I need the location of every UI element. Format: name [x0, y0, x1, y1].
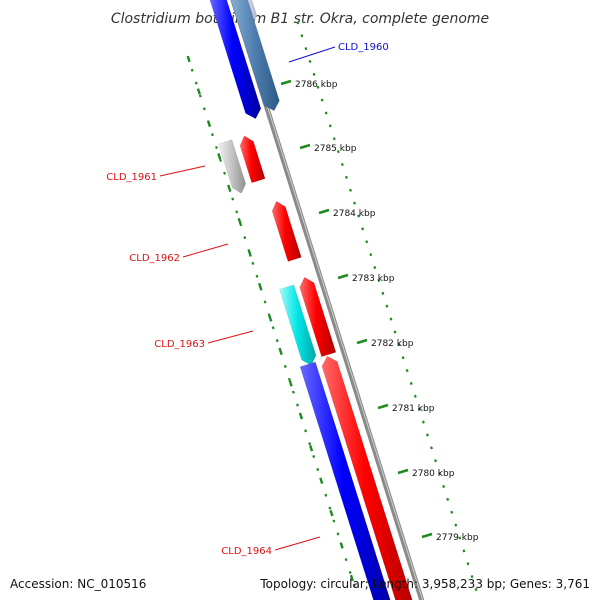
- cds-arrow-steel-1[interactable]: [228, 0, 280, 112]
- accession-text: Accession: NC_010516: [10, 577, 147, 591]
- scale-tick-label: 2785 kbp: [314, 144, 357, 154]
- cds-arrow-forward-4[interactable]: [321, 355, 417, 600]
- scale-major-tick-left: [207, 120, 212, 128]
- scale-tick-label: 2779 kbp: [436, 533, 479, 543]
- scale-major-tick: [337, 273, 349, 280]
- cds-arrow-gray-1[interactable]: [218, 139, 246, 194]
- scale-major-tick: [356, 338, 368, 345]
- scale-major-tick-left: [309, 445, 314, 452]
- genome-summary-text: Topology: circular; Length: 3,958,233 bp…: [260, 577, 590, 591]
- map-title: Clostridium botulinum B1 str. Okra, comp…: [111, 11, 489, 27]
- scale-major-tick: [397, 468, 409, 475]
- scale-tick-label: 2786 kbp: [295, 80, 338, 90]
- feature-layer: [209, 0, 425, 600]
- gene-label-leader: [274, 536, 321, 551]
- scale-major-tick-left: [268, 315, 273, 322]
- scale-major-tick-left: [227, 185, 232, 192]
- gene-labels: CLD_1960 CLD_1961 CLD_1962 CLD_1963 CLD_1964: [106, 42, 388, 557]
- scale-major-tick-left: [329, 509, 334, 517]
- scale-major-tick: [280, 79, 292, 86]
- gene-label-leader: [288, 46, 336, 63]
- scale-major-tick-left: [186, 55, 191, 63]
- gene-label[interactable]: CLD_1961: [106, 172, 157, 183]
- gene-label-leader: [159, 165, 206, 177]
- scale-major-tick: [299, 143, 311, 150]
- scale-major-tick: [318, 208, 330, 215]
- scale-major-tick-left: [237, 217, 242, 225]
- scale-tick-label: 2783 kbp: [352, 274, 395, 284]
- cds-arrow-reverse-1[interactable]: [209, 0, 262, 120]
- scale-dots-right: [296, 21, 478, 592]
- cds-arrow-forward-2[interactable]: [271, 200, 302, 262]
- scale-major-tick-left: [278, 347, 283, 355]
- gene-label-leader: [207, 330, 254, 344]
- cds-arrow-forward-1[interactable]: [239, 135, 266, 184]
- scale-major-tick-left: [247, 250, 252, 257]
- scale-major-tick-left: [339, 542, 344, 549]
- scale-major-tick-left: [258, 282, 263, 290]
- scale-major-tick-left: [298, 412, 303, 420]
- scale-major-tick: [377, 403, 389, 410]
- scale-tick-label: 2782 kbp: [371, 339, 414, 349]
- scale-major-tick-left: [319, 477, 324, 484]
- gene-label[interactable]: CLD_1962: [129, 253, 180, 264]
- scale-major-tick-left: [349, 574, 354, 582]
- scale-tick-label: 2781 kbp: [392, 404, 435, 414]
- scale-tick-label: 2784 kbp: [333, 209, 376, 219]
- gene-label[interactable]: CLD_1960: [338, 42, 389, 53]
- scale-tick-label: 2780 kbp: [412, 469, 455, 479]
- scale-major-tick-left: [196, 88, 201, 95]
- gene-label[interactable]: CLD_1963: [154, 339, 205, 350]
- gene-label-leader: [182, 243, 229, 258]
- cds-arrow-reverse-2[interactable]: [299, 361, 394, 600]
- cds-arrow-forward-3[interactable]: [299, 276, 337, 358]
- scale-major-tick-left: [288, 380, 293, 387]
- scale-major-tick: [421, 532, 433, 539]
- scale-major-tick-left: [217, 153, 222, 160]
- cds-arrow-cyan-1[interactable]: [279, 284, 317, 366]
- scale-ticks: 2786 kbp 2785 kbp 2784 kbp 2783 kbp 2782 kbp…: [186, 21, 479, 592]
- gene-label[interactable]: CLD_1964: [221, 546, 272, 557]
